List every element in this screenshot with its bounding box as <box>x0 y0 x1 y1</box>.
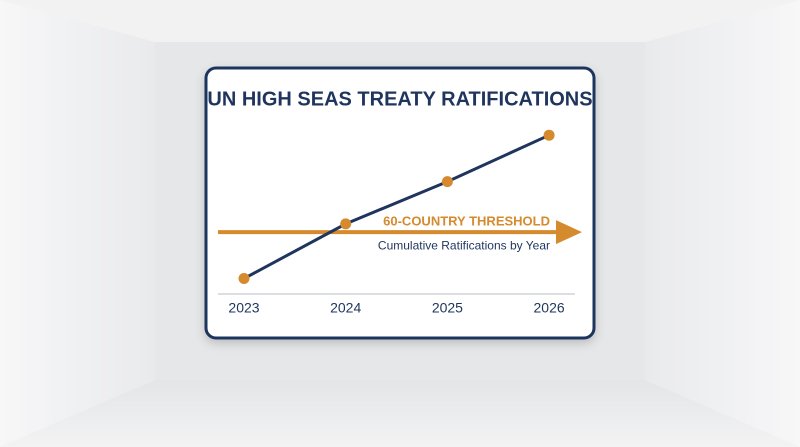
x-tick-label: 2026 <box>534 300 565 316</box>
y-axis-label: Cumulative Ratifications by Year <box>378 238 550 252</box>
point <box>441 176 453 188</box>
right-wall <box>645 0 800 447</box>
point <box>340 218 352 230</box>
threshold-label: 60-COUNTRY THRESHOLD <box>383 214 550 229</box>
x-tick-label: 2023 <box>228 300 259 316</box>
x-tick-label: 2024 <box>330 300 361 316</box>
point <box>543 129 555 141</box>
series-line <box>243 133 550 280</box>
x-tick-label: 2025 <box>432 300 463 316</box>
chart: UN HIGH SEAS TREATY RATIFICATIONS 60-COU… <box>207 88 592 315</box>
chart-card <box>204 66 596 340</box>
threshold-arrowhead <box>556 220 582 245</box>
point <box>238 273 250 285</box>
chart-title: UN HIGH SEAS TREATY RATIFICATIONS <box>207 88 592 110</box>
floor <box>0 380 800 447</box>
left-wall <box>0 0 155 447</box>
